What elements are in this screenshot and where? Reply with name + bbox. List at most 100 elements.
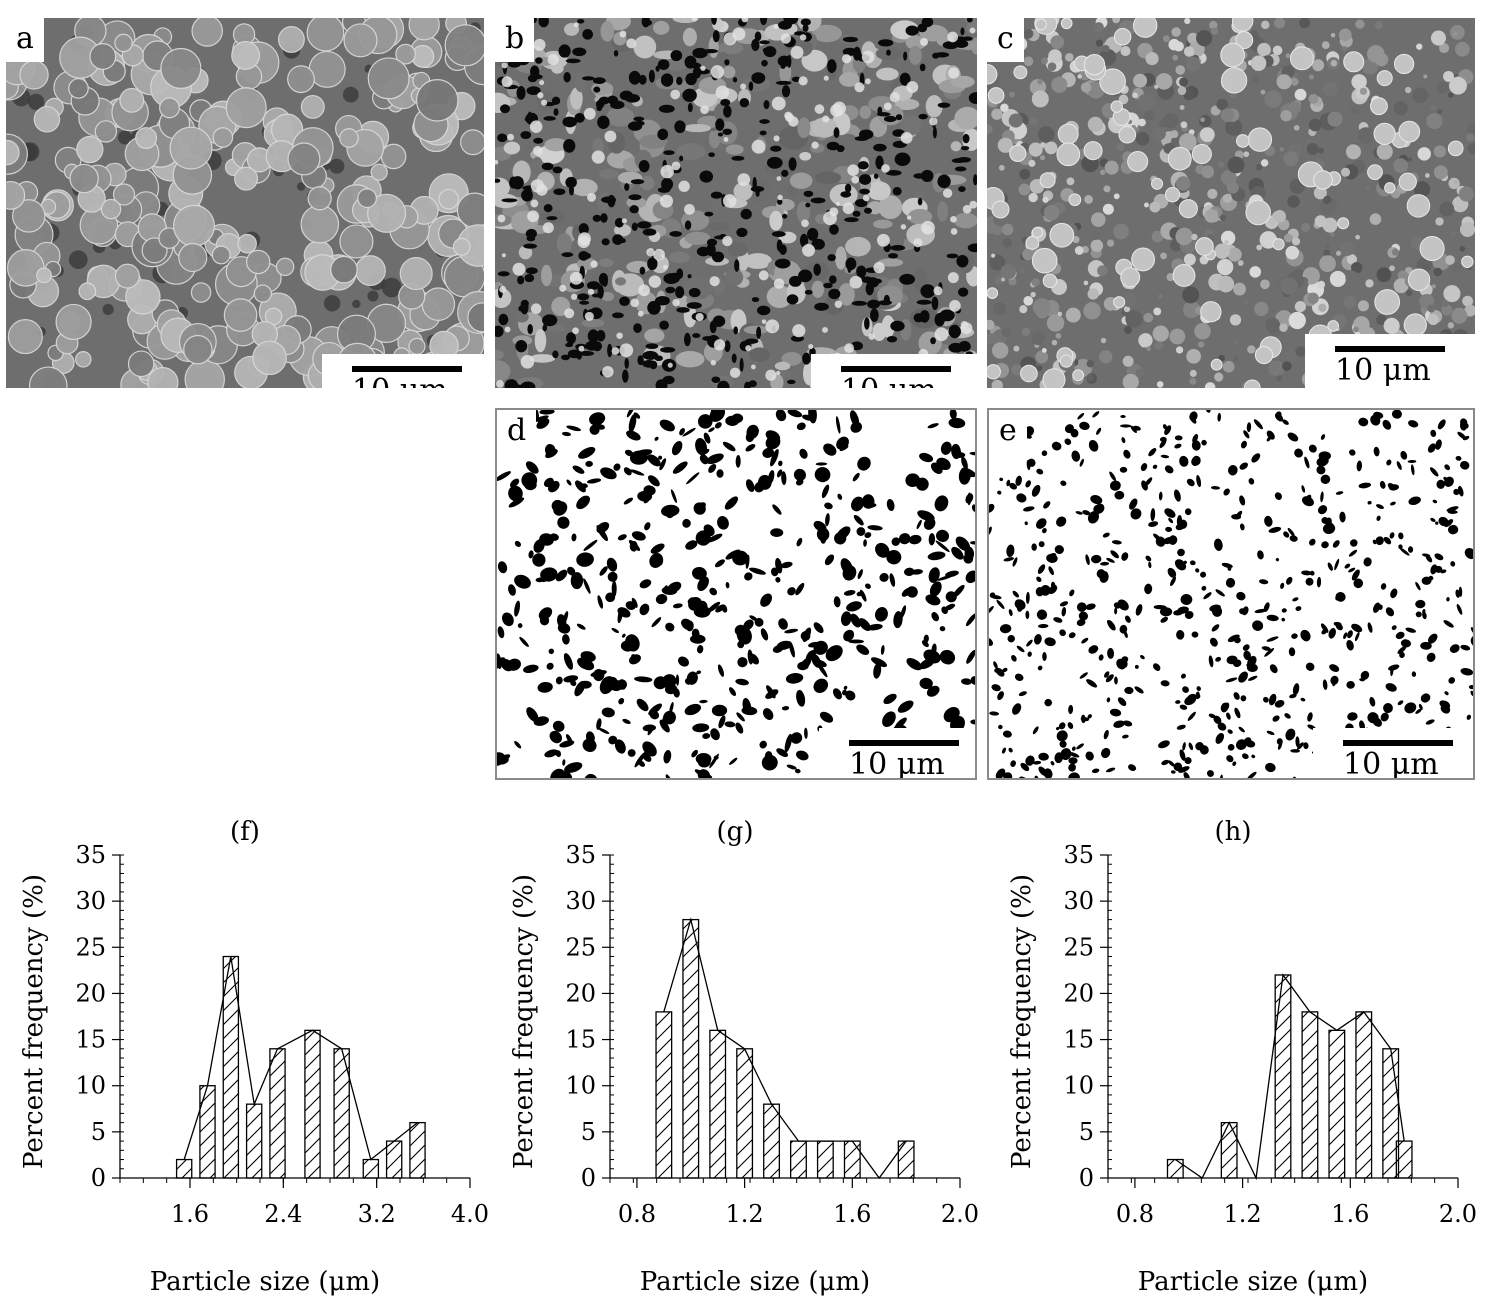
histogram-bar	[736, 1048, 754, 1179]
histogram-bar	[1328, 1029, 1346, 1179]
y-axis-label: Percent frequency (%)	[19, 874, 49, 1169]
y-tick-label: 30	[565, 887, 596, 915]
sem-image-b: b 10 μm	[495, 18, 977, 388]
y-axis-label: Percent frequency (%)	[1007, 874, 1037, 1169]
chart-title: (f)	[230, 817, 260, 847]
panel-label-e: e	[989, 410, 1027, 454]
x-tick-label: 2.4	[264, 1200, 302, 1228]
scale-bar-label: 10 μm	[841, 376, 937, 389]
panel-label-a: a	[6, 18, 44, 62]
histogram-bar	[269, 1048, 286, 1179]
x-tick-label: 2.0	[1439, 1200, 1477, 1228]
scale-bar-a: 10 μm	[322, 354, 484, 388]
y-tick-label: 0	[1079, 1164, 1094, 1192]
panel-label-c: c	[987, 18, 1024, 62]
scale-bar-c: 10 μm	[1305, 334, 1475, 388]
y-tick-label: 10	[1063, 1072, 1094, 1100]
histogram-h: (h) 0 5 10 15 20 25 30 35 0.8 1.2 1.6 2.0 Particle si…	[988, 800, 1488, 1300]
y-tick-label: 10	[75, 1072, 106, 1100]
histogram-bar	[763, 1103, 780, 1179]
scale-bar-label: 10 μm	[352, 376, 448, 389]
y-tick-label: 5	[581, 1118, 596, 1146]
binary-texture-e	[989, 410, 1473, 778]
histogram-g-svg: (g) 0 5 10 15 20 25 30 35 0.8 1.2 1.6 2.0 Particle si…	[509, 817, 979, 1297]
x-tick-label: 1.6	[171, 1200, 209, 1228]
binary-image-d: d 10 μm	[495, 408, 977, 780]
y-tick-label: 20	[565, 979, 596, 1007]
frequency-line	[1174, 973, 1405, 1181]
histogram-bar	[409, 1121, 426, 1179]
frequency-line	[663, 917, 907, 1180]
x-tick-label: 1.2	[1224, 1200, 1262, 1228]
y-tick-label: 30	[75, 887, 106, 915]
histogram-bar	[362, 1158, 380, 1179]
y-tick-label: 0	[91, 1164, 106, 1192]
histogram-bar	[304, 1029, 321, 1179]
y-tick-label: 10	[565, 1072, 596, 1100]
y-tick-label: 0	[581, 1164, 596, 1192]
histogram-bar	[709, 1029, 727, 1179]
histogram-bar	[385, 1140, 403, 1179]
y-tick-label: 15	[75, 1026, 106, 1054]
histogram-bar	[816, 1140, 834, 1179]
histogram-h-svg: (h) 0 5 10 15 20 25 30 35 0.8 1.2 1.6 2.0 Particle si…	[1007, 817, 1477, 1297]
x-axis-label: Particle size (μm)	[1138, 1267, 1368, 1297]
scale-bar-label: 10 μm	[849, 747, 945, 780]
histogram-bar	[1166, 1158, 1184, 1179]
scale-bar-line	[352, 366, 462, 372]
x-tick-label: 3.2	[358, 1200, 396, 1228]
y-tick-label: 35	[75, 841, 106, 869]
panel-label-d: d	[497, 410, 537, 454]
y-tick-label: 20	[1063, 979, 1094, 1007]
scale-bar-label: 10 μm	[1343, 747, 1439, 780]
y-tick-label: 25	[565, 933, 596, 961]
y-tick-label: 25	[1063, 933, 1094, 961]
histogram-bar	[245, 1103, 263, 1179]
histogram-bar	[843, 1140, 861, 1179]
histogram-bar	[790, 1140, 807, 1179]
scale-bar-line	[1335, 346, 1445, 352]
scale-bar-d: 10 μm	[819, 728, 975, 780]
histogram-bar	[1274, 974, 1292, 1179]
scale-bar-label: 10 μm	[1335, 353, 1431, 388]
x-tick-label: 2.0	[941, 1200, 979, 1228]
panel-label-b: b	[495, 18, 535, 62]
y-tick-label: 20	[75, 979, 106, 1007]
sem-texture-c	[987, 18, 1475, 388]
x-tick-label: 0.8	[618, 1200, 656, 1228]
y-tick-label: 25	[75, 933, 106, 961]
histogram-bar	[1301, 1011, 1319, 1179]
binary-image-e: e 10 μm	[987, 408, 1475, 780]
histogram-bar	[1220, 1121, 1238, 1179]
histogram-bar	[655, 1011, 673, 1179]
scale-bar-line	[841, 366, 951, 372]
histogram-bar	[897, 1140, 915, 1179]
histogram-f: (f) 0 5 10 15 20 25 30 35 1.6 2.4 3.2 4.0 Particle si…	[0, 800, 490, 1300]
y-tick-label: 15	[1063, 1026, 1094, 1054]
y-axis-label: Percent frequency (%)	[509, 874, 539, 1169]
x-axis-label: Particle size (μm)	[150, 1267, 380, 1297]
scale-bar-line	[849, 740, 959, 746]
frequency-line	[183, 956, 418, 1161]
x-tick-label: 1.6	[1331, 1200, 1369, 1228]
scale-bar-e: 10 μm	[1313, 728, 1473, 780]
histogram-bar	[1355, 1011, 1373, 1179]
y-tick-label: 30	[1063, 887, 1094, 915]
scale-bar-b: 10 μm	[811, 354, 977, 388]
binary-texture-d	[497, 410, 975, 778]
histogram-f-svg: (f) 0 5 10 15 20 25 30 35 1.6 2.4 3.2 4.0 Particle si…	[19, 817, 489, 1297]
y-tick-label: 35	[1063, 841, 1094, 869]
sem-texture-a	[6, 18, 484, 388]
chart-title: (g)	[717, 817, 754, 847]
histogram-g: (g) 0 5 10 15 20 25 30 35 0.8 1.2 1.6 2.0 Particle si…	[490, 800, 990, 1300]
sem-image-c: c 10 μm	[987, 18, 1475, 388]
chart-title: (h)	[1214, 817, 1251, 847]
x-tick-label: 1.6	[833, 1200, 871, 1228]
x-tick-label: 4.0	[451, 1200, 489, 1228]
x-tick-label: 1.2	[726, 1200, 764, 1228]
x-tick-label: 0.8	[1116, 1200, 1154, 1228]
histogram-bar	[175, 1158, 193, 1179]
y-tick-label: 35	[565, 841, 596, 869]
sem-texture-b	[495, 18, 977, 388]
histogram-bar	[1395, 1140, 1413, 1179]
